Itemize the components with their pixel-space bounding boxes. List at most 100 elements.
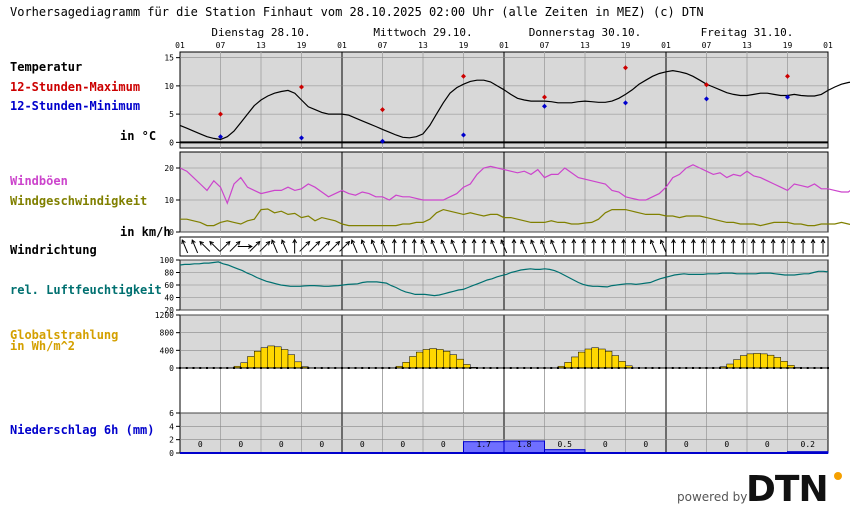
hour-tick-label: 19 (783, 41, 793, 50)
label-windrichtung: Windrichtung (10, 243, 97, 257)
precipitation-label: 0 (400, 440, 405, 449)
radiation-bar (416, 351, 424, 369)
arrow-shaft (181, 239, 189, 254)
wind-direction-arrow (490, 239, 498, 254)
wind-direction-arrow (281, 239, 288, 254)
hour-tick-label: 13 (742, 41, 752, 50)
hour-dot (746, 367, 748, 369)
label-max12: 12-Stunden-Maximum (10, 80, 140, 94)
radiation-bar (618, 361, 626, 369)
y-tick-label: 4 (169, 422, 174, 431)
arrow-shaft (339, 241, 350, 252)
min-12h-marker (299, 135, 304, 141)
hour-dot (334, 367, 337, 369)
hour-dot (732, 367, 735, 369)
min-12h-marker (218, 134, 223, 140)
label-feuchte: rel. Luftfeuchtigkeit (10, 283, 162, 297)
wind-direction-arrow (720, 238, 726, 254)
wind-direction-arrow (810, 238, 816, 254)
hour-dot (320, 367, 323, 369)
y-tick-label: 2 (169, 436, 174, 445)
hour-tick-label: 07 (378, 41, 388, 50)
arrow-shaft (441, 239, 448, 254)
arrow-shaft (329, 241, 340, 252)
hour-dot (422, 367, 424, 369)
max-12h-marker (623, 65, 628, 71)
y-tick-label: 10 (164, 82, 174, 91)
wind-direction-arrow (401, 238, 407, 254)
radiation-bar (746, 353, 754, 369)
hour-dot (793, 367, 796, 369)
wind-direction-arrow (691, 238, 696, 254)
day-label: Donnerstag 30.10. (529, 26, 642, 39)
humidity-line (179, 261, 829, 297)
label-wind-unit: in km/h (120, 225, 171, 239)
radiation-bar (260, 347, 268, 369)
arrow-head (659, 239, 665, 245)
hour-dot (671, 367, 674, 369)
hour-dot (759, 367, 762, 369)
radiation-bar (591, 347, 599, 369)
radiation-bar (436, 349, 444, 369)
arrow-head (770, 238, 776, 244)
wind-direction-arrow (440, 239, 448, 254)
y-tick-label: 800 (160, 329, 175, 338)
precipitation-label: 0 (603, 440, 608, 449)
arrow-head (235, 240, 241, 246)
hour-dot (685, 367, 688, 369)
hour-tick-label: 07 (702, 41, 712, 50)
hour-dot (658, 367, 661, 369)
y-tick-label: 0 (169, 364, 174, 373)
wind-direction-arrow (710, 238, 716, 254)
dtn-brand-text: DTN (746, 469, 828, 510)
hour-dot (638, 367, 640, 369)
hour-dot (314, 367, 316, 369)
hour-dot (766, 367, 769, 369)
hour-dot (509, 367, 512, 369)
arrow-head (360, 239, 366, 245)
radiation-bar (294, 361, 302, 369)
y-tick-label: 40 (164, 294, 174, 303)
hour-dot (226, 367, 229, 369)
arrow-head (730, 238, 736, 244)
hour-dot (678, 367, 681, 369)
hour-tick-label: 13 (256, 41, 266, 50)
radiation-bar (254, 350, 262, 369)
y-tick-label: 400 (160, 346, 175, 355)
max-12h-marker (461, 73, 466, 79)
wind-direction-arrow (329, 240, 341, 252)
hour-dot (435, 367, 438, 369)
hour-dot (563, 367, 566, 369)
y-tick-label: 60 (164, 281, 174, 290)
hour-dot (307, 367, 310, 369)
arrow-head (380, 239, 386, 245)
hour-dot (219, 367, 222, 369)
arrow-shaft (209, 241, 221, 252)
label-niederschlag: Niederschlag 6h (mm) (10, 423, 155, 437)
wind-direction-arrow (249, 240, 261, 252)
hour-dot (611, 367, 613, 369)
precipitation-label: 0 (643, 440, 648, 449)
hour-dot (206, 367, 208, 369)
arrow-shaft (550, 239, 557, 254)
day-label: Freitag 31.10. (701, 26, 794, 39)
arrow-head (810, 238, 816, 244)
arrow-head (691, 238, 696, 244)
hour-tick-label: 19 (297, 41, 307, 50)
arrow-head (561, 238, 567, 244)
hour-tick-label: 13 (580, 41, 590, 50)
wind-direction-arrow (319, 240, 331, 252)
wind-direction-arrow (621, 238, 626, 254)
radiation-bar (773, 357, 781, 369)
label-temperatur: Temperatur (10, 60, 82, 74)
arrow-head (271, 239, 276, 245)
arrow-shaft (490, 239, 498, 254)
radiation-bar (584, 348, 592, 369)
powered-by-text: powered by (677, 490, 747, 504)
wind-direction-arrow (681, 238, 686, 254)
wind-direction-arrow (411, 238, 417, 254)
day-label: Dienstag 28.10. (211, 26, 310, 39)
hour-dot (584, 367, 586, 369)
hour-dot (800, 367, 802, 369)
arrow-shaft (660, 239, 667, 254)
